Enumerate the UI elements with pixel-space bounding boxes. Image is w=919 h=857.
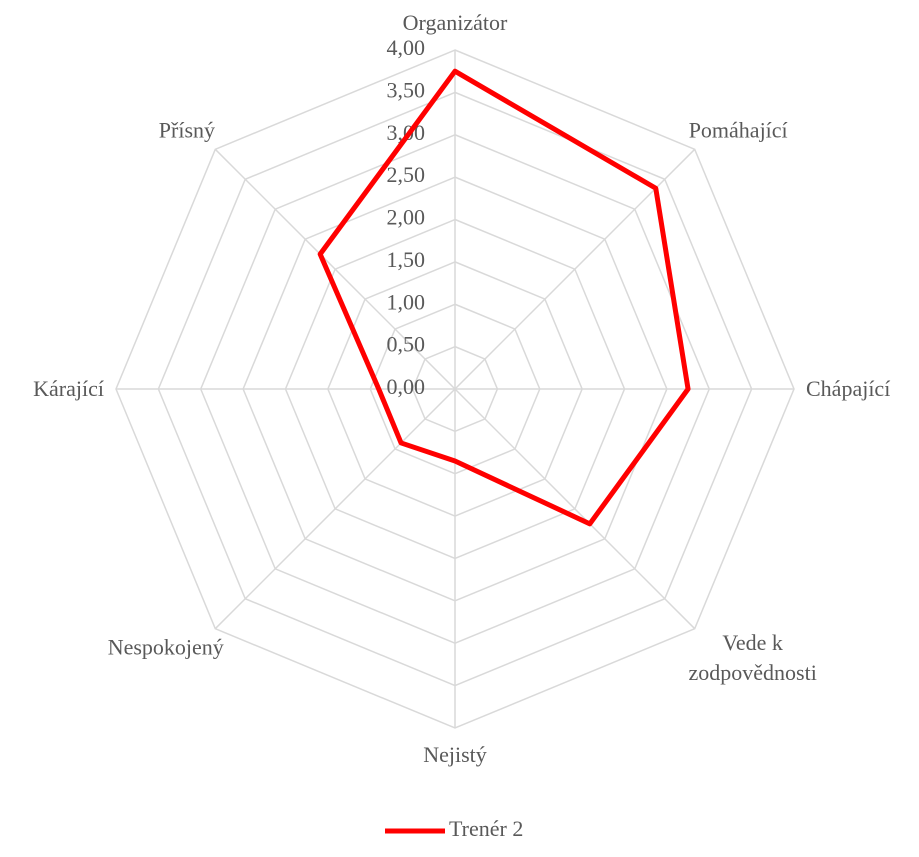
- category-label: Nejistý: [423, 742, 487, 767]
- legend-label: Trenér 2: [449, 816, 523, 841]
- spoke: [454, 148, 696, 390]
- series-line: [317, 68, 691, 527]
- tick-label: 1,00: [387, 289, 426, 314]
- category-label: Přísný: [158, 117, 216, 143]
- tick-label: 2,00: [387, 205, 426, 230]
- tick-label: 2,50: [387, 162, 426, 187]
- spoke: [214, 388, 456, 630]
- category-label: Nespokojený: [107, 634, 224, 660]
- spoke: [214, 148, 456, 390]
- category-label: Kárající: [33, 376, 104, 401]
- category-label: Organizátor: [402, 10, 508, 35]
- spoke: [454, 388, 696, 630]
- category-label: Vede k zodpovědnosti: [688, 630, 817, 686]
- tick-label: 1,50: [387, 247, 426, 272]
- category-label: Pomáhající: [688, 117, 788, 143]
- tick-label: 0,00: [387, 374, 426, 399]
- category-label: Chápající: [806, 376, 891, 401]
- tick-label: 4,00: [387, 35, 426, 60]
- tick-label: 3,50: [387, 77, 426, 102]
- tick-label: 0,50: [387, 332, 426, 357]
